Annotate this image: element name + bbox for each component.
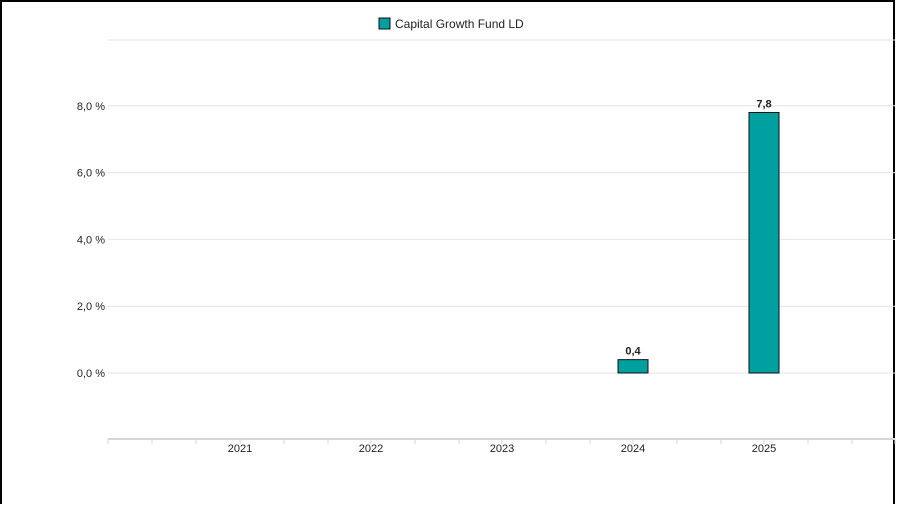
x-tick-label: 2025 (752, 443, 776, 455)
y-tick-label: 8,0 % (77, 101, 105, 113)
data-label-2025: 7,8 (756, 98, 771, 110)
y-tick-label: 4,0 % (77, 234, 105, 246)
data-labels: 0,4 7,8 (625, 98, 771, 357)
x-tick-label: 2021 (228, 443, 252, 455)
legend[interactable]: Capital Growth Fund LD (378, 17, 524, 31)
x-tick-label: 2023 (490, 443, 514, 455)
y-tick-label: 2,0 % (77, 301, 105, 313)
bar-2025[interactable] (748, 111, 780, 374)
x-tick-label: 2024 (621, 443, 645, 455)
legend-swatch (378, 17, 391, 30)
x-axis (107, 438, 896, 444)
bar-2024[interactable] (617, 359, 649, 374)
x-axis-ticks: 2021 2022 2023 2024 2025 (228, 443, 776, 455)
data-label-2024: 0,4 (625, 346, 641, 358)
legend-label: Capital Growth Fund LD (395, 17, 524, 31)
x-tick-label: 2022 (359, 443, 383, 455)
y-axis-ticks: 0,0 % 2,0 % 4,0 % 6,0 % 8,0 % (77, 101, 105, 380)
bars (617, 111, 780, 374)
y-tick-label: 0,0 % (77, 368, 105, 380)
y-tick-label: 6,0 % (77, 168, 105, 180)
